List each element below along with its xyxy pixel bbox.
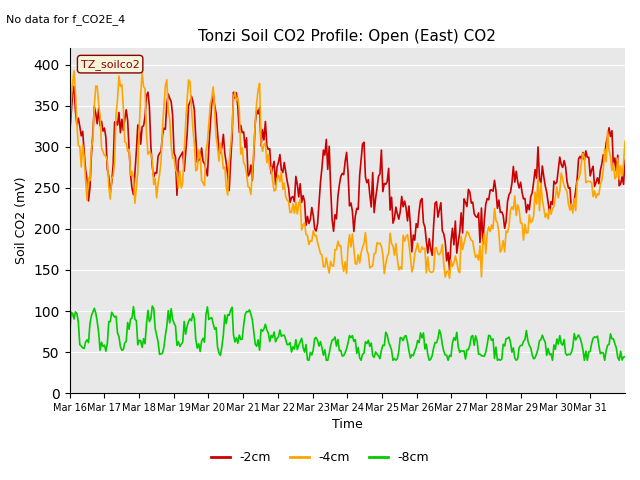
- Line: -2cm: -2cm: [70, 86, 625, 270]
- -4cm: [86, 178, 94, 183]
- -4cm: [66, 133, 74, 139]
- -4cm: [621, 139, 629, 144]
- -2cm: [104, 167, 111, 172]
- -2cm: [353, 205, 360, 211]
- -4cm: [445, 276, 453, 281]
- -8cm: [620, 354, 627, 360]
- -8cm: [102, 348, 109, 354]
- -8cm: [465, 347, 472, 352]
- Legend: -2cm, -4cm, -8cm: -2cm, -4cm, -8cm: [206, 446, 434, 469]
- -2cm: [70, 84, 78, 89]
- -8cm: [148, 303, 156, 309]
- -4cm: [353, 261, 360, 267]
- -8cm: [305, 358, 313, 363]
- Text: No data for f_CO2E_4: No data for f_CO2E_4: [6, 14, 125, 25]
- Y-axis label: Soil CO2 (mV): Soil CO2 (mV): [15, 177, 28, 264]
- Title: Tonzi Soil CO2 Profile: Open (East) CO2: Tonzi Soil CO2 Profile: Open (East) CO2: [198, 29, 496, 44]
- -2cm: [465, 187, 472, 192]
- -4cm: [547, 211, 555, 217]
- -2cm: [620, 181, 627, 187]
- -8cm: [66, 333, 74, 338]
- Line: -8cm: -8cm: [70, 306, 625, 360]
- -2cm: [547, 199, 555, 204]
- -4cm: [104, 158, 111, 164]
- -2cm: [66, 132, 74, 137]
- -4cm: [620, 160, 627, 166]
- -2cm: [445, 267, 453, 273]
- X-axis label: Time: Time: [332, 419, 363, 432]
- -8cm: [84, 340, 92, 346]
- -4cm: [465, 230, 472, 236]
- -8cm: [547, 351, 555, 357]
- Line: -4cm: -4cm: [70, 71, 625, 278]
- -4cm: [70, 68, 78, 74]
- -8cm: [621, 354, 629, 360]
- -2cm: [86, 185, 94, 191]
- -2cm: [621, 157, 629, 163]
- -8cm: [355, 345, 362, 350]
- Text: TZ_soilco2: TZ_soilco2: [81, 59, 140, 70]
